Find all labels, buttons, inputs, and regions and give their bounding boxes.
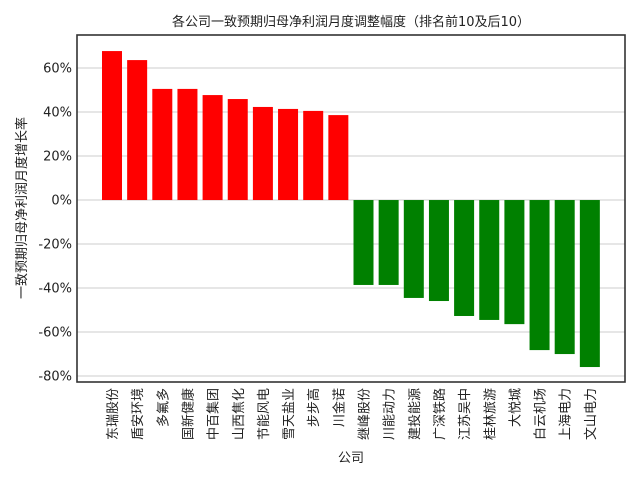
x-tick-label: 建投能源 xyxy=(407,388,423,440)
bar-山西焦化 xyxy=(227,99,248,201)
x-tick-label: 雪天盐业 xyxy=(282,388,297,440)
x-tick-label: 川金诺 xyxy=(331,388,347,427)
x-tick-label: 继峰股份 xyxy=(358,388,373,440)
y-tick-label: -40% xyxy=(38,282,72,297)
x-axis-ticks: 东瑞股份 盾安环境 多氟多 国新健康 中百集团 山西焦化 节能风电 雪天盐业 步步高 川金诺 继峰股… xyxy=(106,388,599,440)
bar-大悦城 xyxy=(504,200,525,325)
bar-白云机场 xyxy=(529,200,550,351)
y-axis-ticks: -80% -60% -40% -20% 0% 20% 40% 60% xyxy=(38,62,72,385)
bar-江苏吴中 xyxy=(454,200,475,316)
bar-雪天盐业 xyxy=(278,108,299,201)
y-axis-label: 一致预期归母净利润月度增长率 xyxy=(14,117,30,299)
x-tick-label: 步步高 xyxy=(306,388,322,427)
x-tick-label: 东瑞股份 xyxy=(106,388,121,440)
bar-东瑞股份 xyxy=(102,51,122,201)
bar-文山电力 xyxy=(579,200,600,368)
bar-川金诺 xyxy=(328,115,349,201)
chart-title: 各公司一致预期归母净利润月度调整幅度（排名前10及后10） xyxy=(172,14,530,30)
x-axis-label: 公司 xyxy=(338,451,364,466)
y-tick-label: 20% xyxy=(43,150,72,165)
bar-中百集团 xyxy=(202,95,223,201)
x-tick-label: 桂林旅游 xyxy=(483,388,498,440)
x-tick-label: 文山电力 xyxy=(584,388,599,440)
x-tick-label: 白云机场 xyxy=(533,388,549,440)
x-tick-label: 广深铁路 xyxy=(432,388,448,440)
y-tick-label: -20% xyxy=(38,238,72,253)
x-tick-label: 节能风电 xyxy=(257,388,272,440)
y-tick-label: 40% xyxy=(43,106,72,121)
bar-继峰股份 xyxy=(353,200,374,285)
bar-节能风电 xyxy=(252,106,273,201)
bar-桂林旅游 xyxy=(479,200,500,320)
bar-川能动力 xyxy=(378,200,399,285)
y-tick-label: -60% xyxy=(38,326,72,341)
x-tick-label: 山西焦化 xyxy=(232,388,247,440)
y-tick-label: 0% xyxy=(51,194,72,209)
x-tick-label: 川能动力 xyxy=(383,388,398,440)
bar-多氟多 xyxy=(152,88,173,201)
bar-盾安环境 xyxy=(127,60,148,201)
x-tick-label: 江苏吴中 xyxy=(457,388,473,440)
bar-国新健康 xyxy=(177,88,198,201)
x-tick-label: 多氟多 xyxy=(155,388,171,427)
x-tick-label: 盾安环境 xyxy=(131,388,146,440)
bar-建投能源 xyxy=(403,200,424,298)
x-tick-label: 大悦城 xyxy=(508,388,523,427)
bar-上海电力 xyxy=(554,200,575,355)
x-tick-label: 国新健康 xyxy=(180,388,196,440)
y-tick-label: -80% xyxy=(38,370,72,385)
x-tick-label: 上海电力 xyxy=(559,388,574,440)
x-tick-label: 中百集团 xyxy=(206,388,222,440)
bars xyxy=(102,51,600,368)
plot-frame xyxy=(76,34,626,383)
y-tick-label: 60% xyxy=(43,62,72,77)
bar-步步高 xyxy=(303,110,324,201)
bar-广深铁路 xyxy=(428,200,449,302)
